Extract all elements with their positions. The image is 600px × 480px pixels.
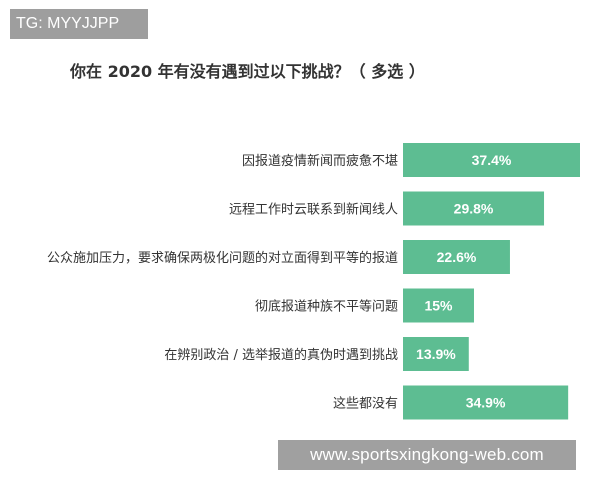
bar-3 xyxy=(403,240,510,274)
category-label-2: 远程工作时云联系到新闻线人 xyxy=(229,202,398,218)
value-label-1: 37.4% xyxy=(472,152,512,168)
category-label-1: 因报道疫情新闻而疲惫不堪 xyxy=(242,153,398,169)
category-label-4: 彻底报道种族不平等问题 xyxy=(255,299,398,315)
chart-title: 你在 2020 年有没有遇到过以下挑战？（ 多选 ） xyxy=(70,62,425,81)
bar-1 xyxy=(403,143,580,177)
bar-4 xyxy=(403,288,474,323)
value-label-3: 22.6% xyxy=(437,249,477,265)
value-label-6: 34.9% xyxy=(466,395,506,411)
value-label-2: 29.8% xyxy=(454,201,494,217)
bar-2 xyxy=(403,191,545,226)
category-label-6: 这些都没有 xyxy=(333,396,398,412)
watermark-tag: TG: MYYJJPP xyxy=(10,9,148,39)
bar-6 xyxy=(403,385,569,420)
category-label-5: 在辨别政治 / 选举报道的真伪时遇到挑战 xyxy=(164,347,398,363)
bar-5 xyxy=(403,337,469,371)
value-label-4: 15% xyxy=(424,298,453,314)
watermark-url: www.sportsxingkong-web.com xyxy=(278,440,576,470)
value-label-5: 13.9% xyxy=(416,346,456,362)
category-label-3: 公众施加压力，要求确保两极化问题的对立面得到平等的报道 xyxy=(47,250,398,266)
